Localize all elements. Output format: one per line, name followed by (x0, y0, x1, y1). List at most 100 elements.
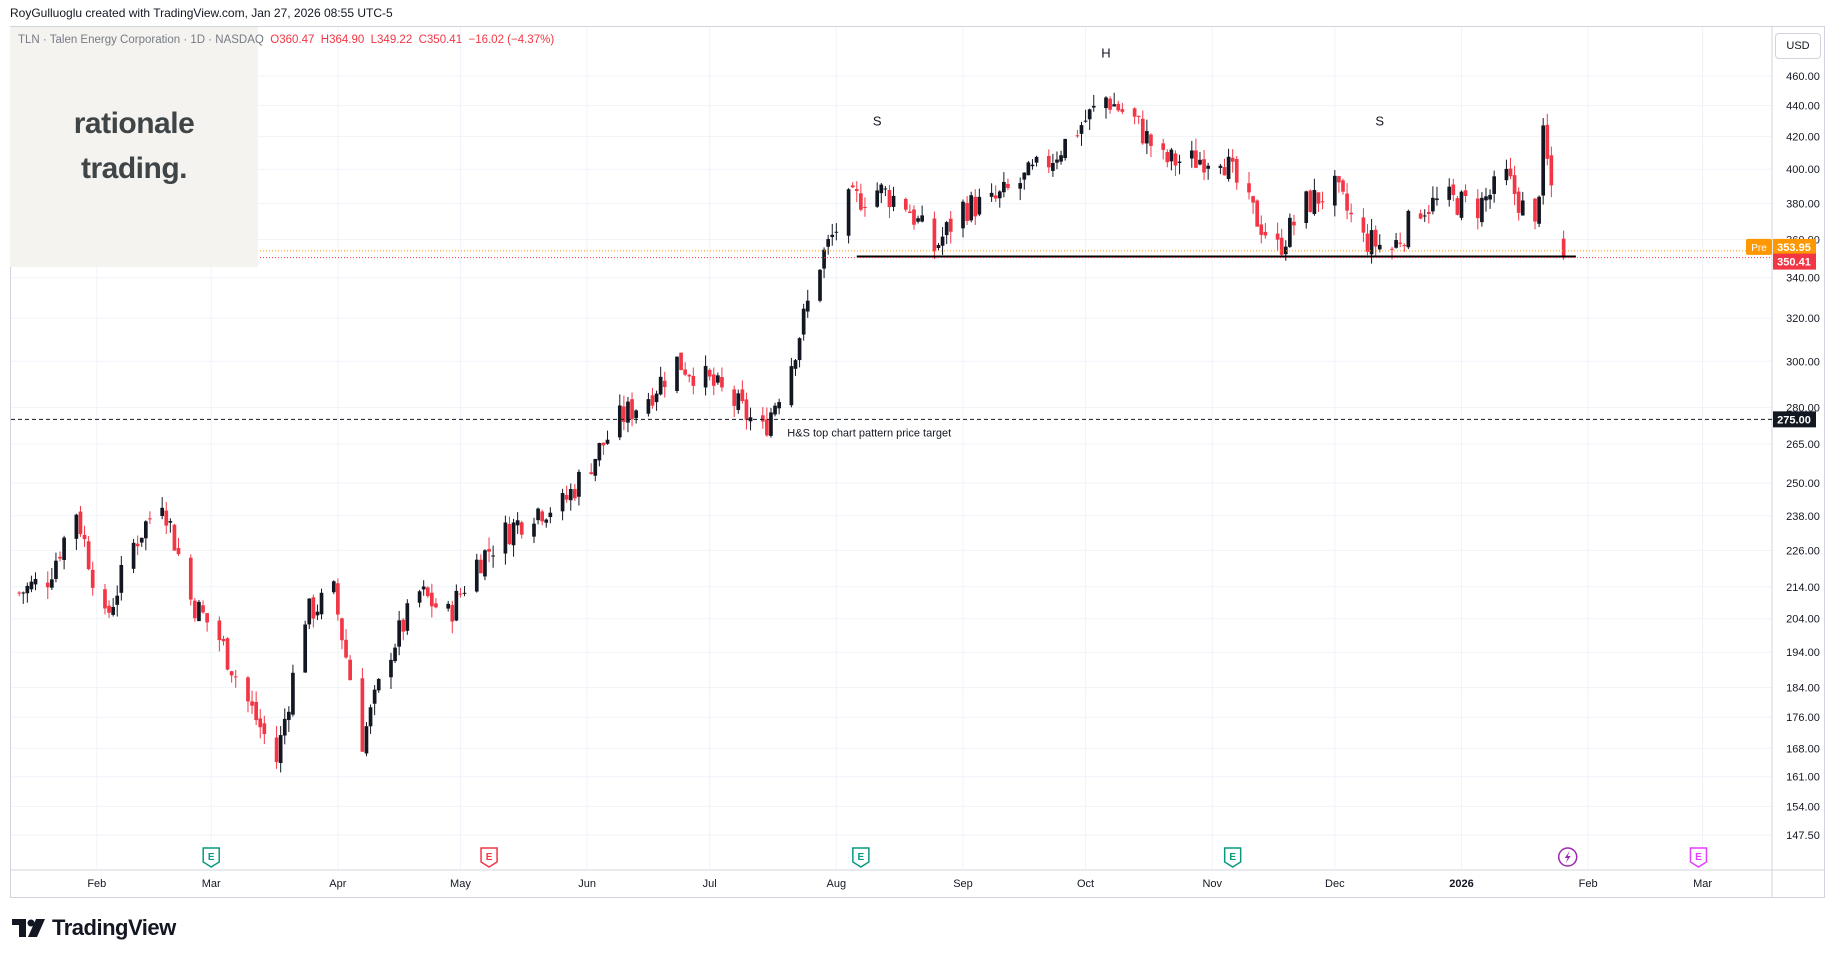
candle-body (903, 198, 908, 210)
candle-body (434, 603, 438, 608)
candle-body (1418, 213, 1423, 219)
candle-body (1132, 108, 1137, 117)
candle-body (1283, 246, 1288, 255)
candle-body (246, 677, 250, 702)
candle-body (883, 188, 888, 190)
candle-body (1275, 233, 1280, 240)
candle-body (993, 195, 998, 199)
candle-body (135, 543, 140, 547)
candle-body (78, 511, 83, 535)
earnings-marker-icon (1689, 847, 1708, 868)
candle-body (1508, 168, 1513, 177)
candle-body (1361, 217, 1366, 233)
candle-body (282, 718, 287, 736)
earnings-marker-icon (1223, 847, 1242, 868)
candle-body (233, 676, 238, 678)
candle-body (1140, 118, 1145, 144)
y-tick-label: 340.00 (1786, 273, 1820, 285)
candle-body (1545, 124, 1550, 159)
y-tick-label: 460.00 (1786, 71, 1820, 83)
candle-body (1549, 155, 1554, 186)
candle-body (103, 589, 107, 609)
chart-frame (10, 26, 1825, 898)
candle-body (1145, 131, 1149, 144)
candle-body (908, 211, 912, 214)
logo-line-2: trading. (81, 152, 188, 185)
candle-body (532, 523, 536, 537)
pre-badge-value: 353.95 (1777, 242, 1811, 254)
candle-body (1463, 190, 1468, 196)
candle-body (1063, 138, 1067, 159)
candle-body (454, 590, 459, 621)
candle-body (1398, 242, 1403, 244)
candle-body (1332, 175, 1337, 206)
candle-body (376, 679, 381, 691)
candle-body (421, 586, 426, 590)
candle-body (707, 369, 712, 377)
candle-body (736, 393, 741, 410)
earnings-marker-letter: E (486, 852, 493, 863)
y-tick-label: 147.50 (1786, 830, 1820, 842)
candle-body (360, 678, 365, 752)
y-tick-label: 280.00 (1786, 402, 1820, 414)
candle-body (834, 231, 839, 233)
candle-body (1341, 180, 1345, 192)
candle-body (732, 389, 737, 406)
candle-body (425, 587, 430, 597)
candle-body (430, 592, 434, 607)
candle-body (1320, 201, 1325, 203)
x-tick-label: Jun (578, 878, 596, 890)
candle-body (1034, 156, 1039, 163)
candle-body (1435, 198, 1439, 201)
candle-body (1279, 237, 1284, 255)
candle-body (658, 376, 663, 395)
candle-body (1255, 200, 1260, 227)
candle-body (1018, 183, 1023, 189)
y-tick-label: 168.00 (1786, 743, 1820, 755)
candle-body (1002, 181, 1006, 193)
candle-body (221, 638, 226, 642)
candle-body (1377, 244, 1382, 250)
candle-body (311, 597, 316, 619)
symbol-name: TLN · Talen Energy Corporation · 1D · NA… (18, 34, 264, 46)
candle-body (74, 514, 79, 539)
earnings-marker-icon (480, 847, 498, 868)
candle-body (368, 707, 373, 727)
candle-body (675, 356, 679, 391)
candle-body (720, 377, 724, 388)
candle-body (274, 737, 279, 763)
candle-body (589, 472, 594, 474)
candle-body (1247, 183, 1251, 193)
candle-body (748, 417, 753, 422)
y-tick-label: 300.00 (1786, 356, 1820, 368)
x-tick-label: Apr (329, 878, 346, 890)
candle-body (703, 365, 708, 388)
candle-body (331, 581, 336, 593)
candle-body (1406, 210, 1411, 248)
candle-body (160, 507, 165, 516)
candle-body (511, 522, 516, 546)
candle-body (859, 193, 863, 210)
earnings-marker-letter: E (1229, 852, 1236, 863)
candle-body (188, 557, 193, 600)
candle-body (830, 234, 835, 238)
ohlc-open: O360.47 (270, 34, 315, 46)
chart-credit: RoyGulluoglu created with TradingView.co… (10, 6, 393, 20)
candle-body (1189, 150, 1194, 159)
candle-body (319, 592, 324, 615)
y-tick-label: 238.00 (1786, 511, 1820, 523)
currency-button[interactable]: USD (1775, 33, 1821, 59)
candle-body (278, 735, 283, 763)
x-tick-label: Feb (87, 878, 106, 890)
candle-body (1226, 156, 1231, 179)
candle-body (920, 215, 924, 222)
candle-body (1516, 191, 1521, 213)
candle-body (1230, 157, 1235, 162)
tradingview-logo[interactable]: TradingView (12, 915, 176, 941)
candle-body (62, 537, 66, 560)
candle-body (1161, 143, 1166, 150)
candle-body (254, 701, 258, 721)
candle-body (1234, 159, 1239, 183)
candle-body (1292, 221, 1296, 226)
